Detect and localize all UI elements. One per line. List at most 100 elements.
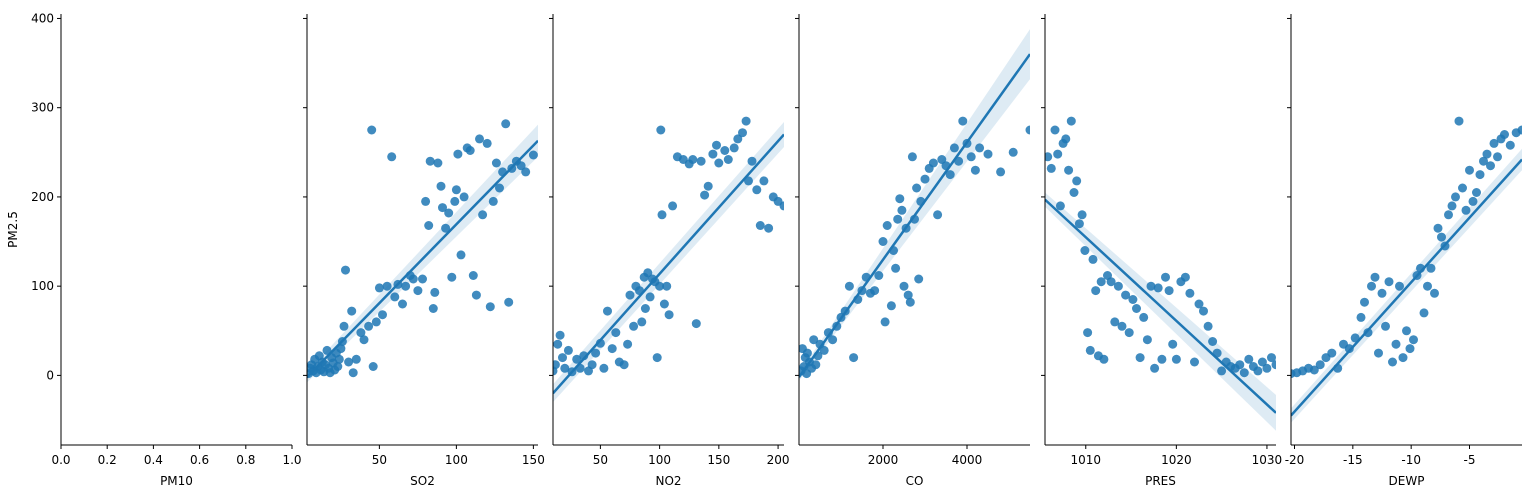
x-tick-label: 50: [593, 453, 608, 467]
data-point: [347, 306, 357, 316]
data-point: [488, 196, 498, 206]
data-point: [849, 353, 859, 363]
data-point: [359, 335, 369, 345]
x-tick-label: 0.4: [144, 453, 163, 467]
data-point: [1208, 337, 1218, 346]
data-point: [1423, 281, 1432, 291]
data-point: [1157, 354, 1167, 364]
x-tick-label: -5: [1464, 453, 1476, 467]
data-point: [899, 281, 909, 291]
data-point: [1113, 281, 1123, 291]
data-point: [897, 205, 907, 215]
data-point: [382, 281, 392, 291]
data-point: [1121, 290, 1131, 300]
data-point: [703, 181, 713, 191]
data-point: [1461, 205, 1471, 215]
data-point: [905, 297, 915, 307]
data-point: [1367, 281, 1376, 291]
data-point: [368, 362, 378, 371]
data-point: [1489, 138, 1499, 148]
x-axis-label: SO2: [410, 474, 435, 488]
data-point: [374, 283, 384, 293]
data-point: [491, 158, 501, 168]
data-point: [607, 344, 617, 354]
data-point: [700, 190, 710, 200]
data-point: [662, 281, 672, 291]
data-point: [744, 176, 753, 186]
data-point: [623, 339, 633, 349]
data-point: [779, 201, 784, 211]
data-point: [1486, 161, 1495, 171]
data-point: [809, 335, 819, 345]
data-point: [572, 354, 582, 364]
x-tick-label: 150: [522, 453, 545, 467]
data-point: [603, 306, 612, 316]
data-point: [1271, 360, 1276, 370]
data-point: [1377, 288, 1387, 298]
data-point: [438, 203, 447, 213]
data-point: [433, 158, 443, 168]
data-point: [895, 194, 905, 204]
data-point: [738, 128, 747, 138]
data-point: [436, 181, 446, 191]
data-point: [1344, 344, 1354, 354]
data-point: [1374, 348, 1383, 358]
data-point: [1239, 368, 1249, 378]
data-point: [747, 156, 757, 166]
data-point: [334, 354, 344, 364]
data-point: [478, 210, 488, 220]
data-point: [390, 292, 400, 302]
data-point: [591, 348, 601, 358]
data-point: [348, 368, 358, 378]
data-point: [970, 165, 980, 175]
data-point: [657, 210, 667, 220]
data-point: [1381, 321, 1390, 331]
data-point: [495, 183, 504, 193]
data-point: [1419, 308, 1429, 318]
data-point: [1190, 357, 1199, 367]
data-point: [356, 328, 366, 338]
data-point: [668, 201, 678, 211]
data-point: [1426, 263, 1436, 273]
data-point: [640, 304, 650, 313]
data-point: [447, 272, 457, 282]
panel-dewp: -20 -15 -10 -5 DEWP: [1285, 14, 1522, 488]
regression-line: [307, 139, 538, 379]
data-point: [1164, 286, 1174, 296]
data-point: [1161, 272, 1170, 282]
panel-pm10: 0 100 200 300 400 0.0 0.2 0.4 0.6 0.8 1.0 PM10: [31, 11, 301, 488]
data-point: [928, 158, 938, 168]
x-tick-label: 0.6: [190, 453, 209, 467]
data-point: [691, 319, 701, 329]
data-point: [1267, 353, 1276, 363]
data-point: [1356, 312, 1366, 322]
regression-line: [553, 133, 784, 395]
data-point: [1185, 288, 1195, 298]
data-point: [764, 223, 774, 233]
data-point: [459, 192, 469, 202]
data-point: [811, 360, 821, 370]
data-point: [341, 265, 350, 275]
x-tick-label: 1030: [1252, 453, 1283, 467]
x-tick-label: 1020: [1161, 453, 1192, 467]
data-point: [367, 125, 377, 135]
data-point: [714, 158, 724, 168]
data-point: [1327, 348, 1337, 358]
data-point: [893, 214, 903, 224]
data-point: [1128, 295, 1138, 304]
x-axis-label: CO: [906, 474, 924, 488]
data-point: [656, 125, 666, 135]
data-point: [1465, 165, 1474, 175]
data-point: [891, 263, 901, 273]
data-point: [1055, 201, 1065, 211]
data-point: [1402, 326, 1411, 336]
data-point: [1472, 188, 1481, 197]
x-tick-label: 0.8: [236, 453, 255, 467]
data-point: [1482, 149, 1492, 159]
data-point: [1433, 223, 1443, 233]
data-point: [504, 297, 514, 307]
data-point: [958, 116, 968, 126]
data-point: [733, 134, 743, 144]
y-tick-label: 200: [31, 190, 54, 204]
data-point: [882, 221, 892, 230]
